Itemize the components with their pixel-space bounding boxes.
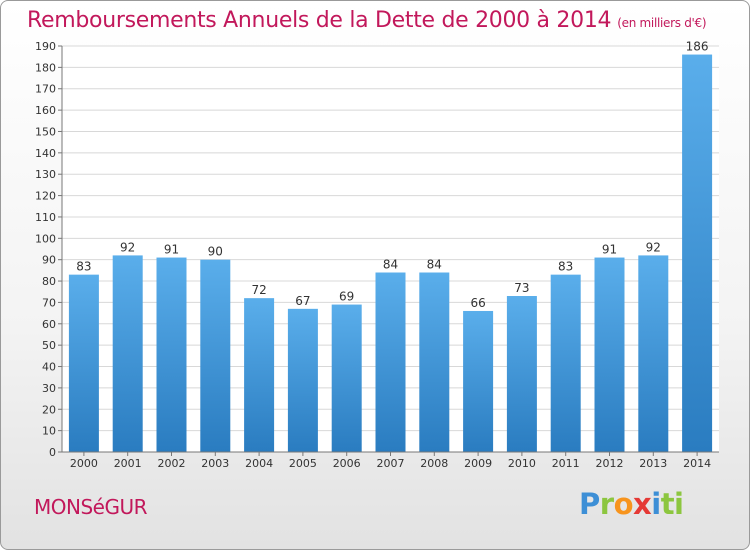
- y-tick-label: 180: [35, 61, 56, 74]
- x-tick-label: 2005: [289, 457, 317, 470]
- bar-value-label: 83: [76, 260, 91, 274]
- x-tick-label: 2008: [420, 457, 448, 470]
- bar-value-label: 92: [120, 240, 135, 254]
- bar: [375, 272, 406, 452]
- y-tick-label: 110: [35, 211, 56, 224]
- x-tick-label: 2006: [333, 457, 361, 470]
- y-tick-label: 130: [35, 168, 56, 181]
- y-tick-label: 80: [42, 275, 56, 288]
- bar: [550, 274, 581, 452]
- x-tick-label: 2001: [114, 457, 142, 470]
- x-tick-label: 2003: [201, 457, 229, 470]
- bar: [594, 257, 625, 452]
- x-tick-label: 2000: [70, 457, 98, 470]
- y-tick-label: 140: [35, 147, 56, 160]
- bar-value-label: 186: [686, 40, 709, 54]
- city-name: MONSéGUR: [34, 495, 148, 519]
- bar: [682, 54, 713, 453]
- bar-value-label: 72: [251, 283, 266, 297]
- x-tick-label: 2009: [464, 457, 492, 470]
- bar-value-label: 90: [208, 245, 223, 259]
- bar: [638, 255, 669, 452]
- bar-value-label: 91: [602, 243, 617, 257]
- bar: [156, 257, 187, 452]
- bar-value-label: 73: [514, 281, 529, 295]
- y-tick-label: 120: [35, 190, 56, 203]
- bar: [244, 298, 275, 452]
- y-tick-label: 160: [35, 104, 56, 117]
- y-tick-label: 50: [42, 339, 56, 352]
- x-tick-label: 2011: [552, 457, 580, 470]
- bar: [506, 296, 537, 452]
- chart-title-text: Remboursements Annuels de la Dette de 20…: [27, 8, 612, 33]
- bar-value-label: 69: [339, 290, 354, 304]
- bar-value-label: 92: [646, 240, 661, 254]
- y-tick-label: 40: [42, 361, 56, 374]
- bar: [68, 274, 99, 452]
- chart-title: Remboursements Annuels de la Dette de 20…: [27, 8, 707, 33]
- y-tick-label: 70: [42, 296, 56, 309]
- bar-value-label: 84: [427, 258, 442, 272]
- chart-subtitle: (en milliers d'€): [617, 16, 707, 30]
- y-tick-label: 30: [42, 382, 56, 395]
- y-tick-label: 60: [42, 318, 56, 331]
- y-tick-label: 90: [42, 254, 56, 267]
- bar-value-label: 83: [558, 260, 573, 274]
- bar: [287, 308, 318, 452]
- y-tick-label: 0: [49, 446, 56, 459]
- bar: [463, 310, 494, 452]
- bar-value-label: 91: [164, 243, 179, 257]
- y-tick-label: 20: [42, 403, 56, 416]
- bar-value-label: 84: [383, 258, 398, 272]
- x-tick-label: 2010: [508, 457, 536, 470]
- bar: [112, 255, 143, 452]
- x-tick-label: 2013: [639, 457, 667, 470]
- x-tick-label: 2012: [596, 457, 624, 470]
- y-tick-label: 190: [35, 40, 56, 53]
- x-tick-label: 2014: [683, 457, 711, 470]
- y-tick-label: 10: [42, 425, 56, 438]
- y-tick-label: 100: [35, 232, 56, 245]
- bar: [200, 259, 231, 452]
- x-tick-label: 2007: [377, 457, 405, 470]
- bar-value-label: 66: [470, 296, 485, 310]
- y-tick-label: 150: [35, 125, 56, 138]
- proxiti-logo: Proxiti: [579, 487, 684, 521]
- bar-value-label: 67: [295, 294, 310, 308]
- x-tick-label: 2004: [245, 457, 273, 470]
- y-tick-label: 170: [35, 83, 56, 96]
- bar: [419, 272, 450, 452]
- bar: [331, 304, 362, 452]
- x-tick-label: 2002: [158, 457, 186, 470]
